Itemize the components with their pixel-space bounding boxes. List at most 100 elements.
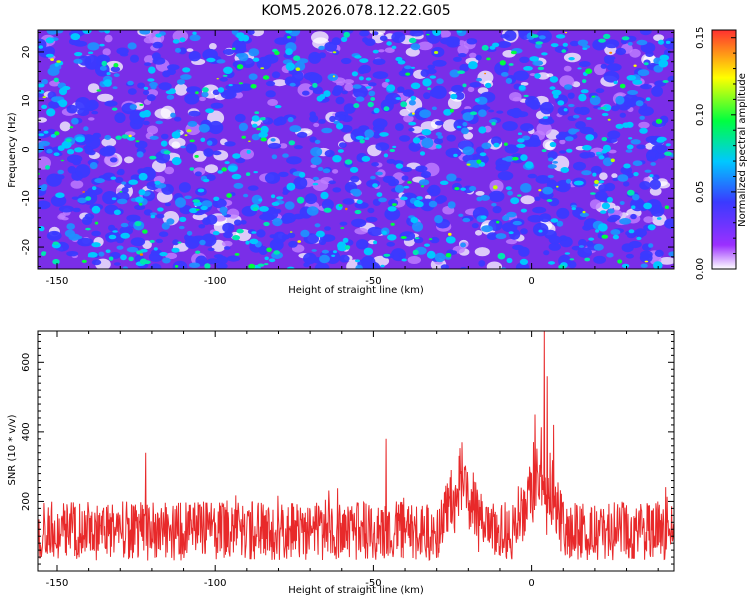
heatmap-cell [236,32,245,39]
heatmap-cell [349,166,359,173]
heatmap-cell [331,254,336,257]
heatmap-cell [213,196,220,201]
heatmap-cell [221,167,227,172]
heatmap-cell [412,137,421,144]
heatmap-cell [188,262,201,268]
heatmap-cell [159,252,168,257]
heatmap-cell [298,171,306,178]
heatmap-cell [626,75,637,81]
heatmap-cell [532,206,547,214]
heatmap-cell [580,89,589,94]
heatmap-cell [632,194,640,201]
heatmap-cell [529,56,539,62]
heatmap-cell [375,142,390,151]
heatmap-cell [93,132,101,137]
heatmap-cell [648,226,655,231]
heatmap-cell [282,190,289,195]
heatmap-cell [582,47,588,50]
heatmap-cell [408,121,417,126]
heatmap-cell [170,112,176,118]
heatmap-cell [207,110,225,126]
heatmap-cell [339,221,348,226]
heatmap-cell [129,104,137,110]
heatmap-cell [128,179,138,185]
y-tick-label: -20 [21,239,32,255]
heatmap-cell [603,55,613,63]
heatmap-cell [597,223,608,232]
heatmap-cell [254,111,260,114]
heatmap-cell [318,238,327,245]
heatmap-cell [426,250,436,259]
heatmap-cell [390,222,395,226]
heatmap-cell [549,86,556,90]
heatmap-cell [525,161,534,169]
heatmap-cell [578,61,591,67]
heatmap-cell [319,254,330,264]
heatmap-cell [287,116,294,123]
heatmap-cell [608,149,617,154]
heatmap-cell [268,142,282,149]
heatmap-cell [148,66,156,74]
heatmap-cell [115,135,122,140]
heatmap-cell [81,259,87,263]
heatmap-cell [449,250,458,255]
heatmap-cell [116,245,124,250]
heatmap-cell [508,231,514,235]
heatmap-cell [504,144,519,154]
heatmap-cell [102,48,111,56]
heatmap-cell [155,33,162,38]
heatmap-cell [655,153,666,159]
heatmap-cell [51,231,59,236]
heatmap-cell [186,129,192,133]
heatmap-cell [38,133,45,137]
heatmap-cell [266,247,272,253]
heatmap-cell [248,263,256,269]
heatmap-cell [554,45,569,54]
heatmap-cell [259,213,275,221]
heatmap-cell [426,33,430,36]
heatmap-cell [552,161,558,164]
heatmap-cell [391,31,406,43]
heatmap-cell [609,51,613,54]
heatmap-cell [185,236,200,249]
heatmap-cell [391,45,397,50]
heatmap-cell [296,131,308,138]
heatmap-cell [650,162,656,166]
heatmap-cell [361,155,371,162]
heatmap-cell [235,157,246,164]
heatmap-cell [434,196,445,204]
heatmap-cell [101,60,108,67]
heatmap-cell [52,241,59,246]
heatmap-cell [617,174,629,182]
heatmap-cell [309,111,316,117]
heatmap-cell [112,86,118,90]
heatmap-cell [579,212,590,217]
heatmap-cell [342,198,355,205]
heatmap-cell [411,66,415,69]
heatmap-cell [491,121,496,126]
heatmap-cell [43,130,49,134]
heatmap-cell [640,83,652,90]
heatmap-cell [341,90,348,95]
heatmap-cell [172,39,180,44]
heatmap-cell [582,79,587,84]
heatmap-cell [547,157,554,162]
heatmap-cell [462,83,467,88]
heatmap-cell [248,48,260,57]
heatmap-cell [407,181,412,184]
heatmap-cell [578,245,585,248]
heatmap-cell [658,39,664,45]
heatmap-cell [130,174,141,182]
heatmap-cell [81,216,93,226]
heatmap-cell [408,37,417,44]
heatmap-cell [497,41,512,48]
heatmap-cell [410,43,421,51]
heatmap-cell [120,222,129,228]
heatmap-cell [631,205,636,209]
heatmap-cell [602,157,613,167]
heatmap-cell [603,71,620,83]
heatmap-cell [418,179,430,186]
heatmap-cell [644,169,652,173]
heatmap-cell [134,204,146,210]
heatmap-cell [578,93,587,102]
